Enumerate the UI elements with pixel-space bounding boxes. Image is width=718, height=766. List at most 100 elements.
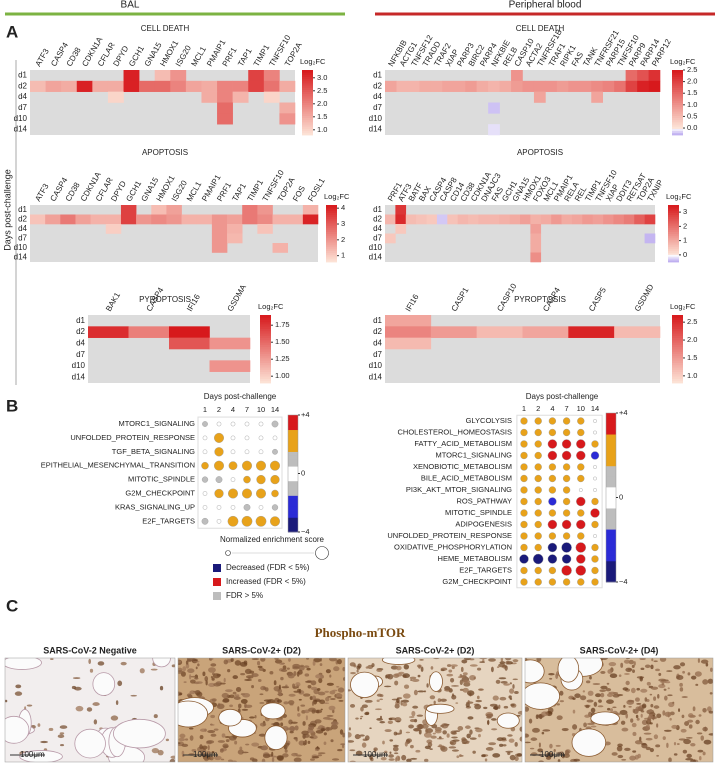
tissue-stain (542, 729, 551, 732)
tissue-stain (708, 710, 713, 714)
bal-header: BAL (121, 0, 140, 11)
colorbar-segment (672, 335, 683, 339)
tissue-stain (612, 693, 620, 698)
tissue-stain (181, 743, 189, 747)
enrichment-dot (591, 520, 599, 529)
heat-cell (211, 233, 228, 244)
tissue-stain (666, 742, 669, 748)
heat-cell (217, 102, 233, 114)
tissue-stain (600, 685, 608, 690)
heat-cell (591, 91, 604, 103)
tissue-stain (441, 723, 449, 729)
tissue-stain (197, 663, 200, 667)
enrichment-dot (576, 450, 586, 461)
enrichment-dot (230, 421, 236, 427)
tissue-stain (300, 704, 306, 707)
colorbar-tick-label: +4 (301, 410, 310, 419)
enrichment-dot (258, 421, 264, 427)
colorbar-segment (672, 109, 683, 112)
tissue-stain (261, 745, 268, 751)
heat-cell (385, 315, 432, 327)
tissue-stain (690, 743, 696, 747)
tissue-stain (514, 741, 518, 747)
tissue-stain (240, 698, 248, 704)
tissue-stain (72, 677, 81, 679)
tissue-stain (628, 659, 634, 665)
tissue-stain (492, 706, 499, 710)
tissue-stain (224, 736, 231, 738)
tissue-stain (332, 709, 335, 714)
day-label: 2 (217, 405, 221, 414)
tissue-stain (189, 735, 194, 741)
tissue-stain (224, 689, 233, 693)
heat-cell (263, 80, 280, 92)
colorbar-segment (672, 328, 683, 332)
colorbar-segment (668, 216, 679, 219)
enrichment-dot (534, 566, 542, 575)
legend-label: FDR > 5% (226, 591, 263, 600)
colorbar-segment (668, 218, 679, 221)
heat-cell (227, 233, 243, 244)
tissue-stain (269, 670, 274, 675)
tissue-stain (572, 724, 578, 730)
dotplot-title: Days post-challenge (526, 392, 599, 401)
enrichment-dot (593, 488, 597, 492)
tissue-stain (251, 658, 259, 661)
colorbar-tick-label: +4 (619, 408, 628, 417)
tissue-stain (316, 687, 321, 691)
tissue-stain (219, 748, 224, 753)
tissue-stain (483, 706, 488, 710)
colorbar-segment (260, 326, 271, 329)
tissue-stain (586, 699, 594, 703)
tissue-stain (648, 713, 654, 720)
tissue-stain (373, 747, 378, 752)
colorbar-segment (668, 229, 679, 232)
tissue-stain (589, 675, 592, 680)
tissue-stain (365, 666, 369, 669)
colorbar-segment (326, 227, 337, 231)
colorbar-segment (326, 243, 337, 246)
row-label: d4 (373, 338, 382, 347)
tissue-stain (110, 715, 119, 721)
pb-header: Peripheral blood (509, 0, 582, 11)
heat-cell (430, 326, 477, 338)
tissue-stain (640, 710, 645, 713)
colorbar-segment (668, 239, 679, 242)
colorbar-segment (302, 111, 313, 114)
heat-cell (105, 224, 122, 234)
tissue-stain (644, 664, 651, 669)
enrichment-dot (534, 417, 542, 425)
pathway-label: BILE_ACID_METABOLISM (421, 473, 512, 482)
tissue-stain (364, 712, 370, 716)
tissue-stain (314, 748, 320, 752)
tissue-stain (621, 727, 629, 732)
tissue-stain (625, 713, 629, 719)
colorbar-tick-label: 1.0 (687, 371, 697, 380)
tissue-stain (290, 721, 298, 724)
row-label: d14 (14, 125, 28, 134)
enrichment-dot (228, 461, 238, 471)
pathway-label: EPITHELIAL_MESENCHYMAL_TRANSITION (41, 461, 195, 470)
tissue-stain (525, 741, 531, 744)
tissue-stain (312, 660, 316, 666)
heat-cell (107, 80, 124, 92)
colorbar-tick-label: 1.0 (317, 125, 327, 134)
heat-cell (136, 214, 152, 225)
scale-label: 100μm (540, 750, 565, 759)
tissue-stain (625, 658, 630, 660)
tissue-stain (281, 686, 290, 689)
tissue-stain (492, 695, 499, 701)
tissue-stain (460, 666, 464, 672)
tissue-stain (398, 671, 405, 675)
enrichment-dot (547, 450, 558, 461)
colorbar-segment (606, 576, 616, 583)
tissue-stain (196, 691, 203, 697)
heat-cell (522, 80, 535, 92)
colorbar-segment (672, 351, 683, 354)
pathway-label: CHOLESTEROL_HOMEOSTASIS (398, 427, 512, 436)
tissue-stain (423, 732, 432, 738)
tissue-stain (288, 658, 291, 662)
tissue-stain (474, 704, 482, 710)
tissue-stain (619, 709, 628, 715)
heat-cell (166, 205, 182, 215)
